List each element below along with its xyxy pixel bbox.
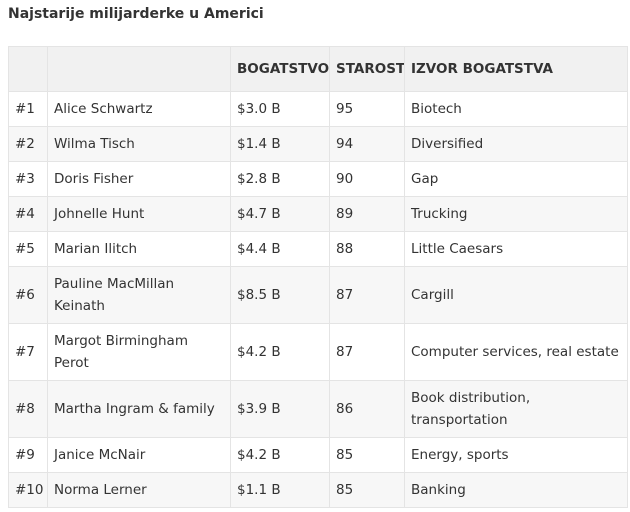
billionaires-table: BOGATSTVO STAROST IZVOR BOGATSTVA #1 Ali… [8,46,628,508]
source-cell: Book distribution, transportation [404,380,628,438]
name-cell: Johnelle Hunt [47,196,231,232]
source-cell: Diversified [404,126,628,162]
header-rank [8,46,48,92]
table-row: #3 Doris Fisher $2.8 B 90 Gap [8,161,628,197]
table-row: #5 Marian Ilitch $4.4 B 88 Little Caesar… [8,231,628,267]
wealth-cell: $4.2 B [230,437,330,473]
age-cell: 90 [329,161,405,197]
table-row: #10 Norma Lerner $1.1 B 85 Banking [8,472,628,508]
table-row: #8 Martha Ingram & family $3.9 B 86 Book… [8,380,628,438]
wealth-cell: $3.0 B [230,91,330,127]
age-cell: 85 [329,472,405,508]
rank-cell: #1 [8,91,48,127]
age-cell: 87 [329,323,405,381]
rank-cell: #4 [8,196,48,232]
wealth-cell: $3.9 B [230,380,330,438]
name-cell: Pauline MacMillan Keinath [47,266,231,324]
table-header-row: BOGATSTVO STAROST IZVOR BOGATSTVA [8,46,628,92]
name-cell: Doris Fisher [47,161,231,197]
table-row: #4 Johnelle Hunt $4.7 B 89 Trucking [8,196,628,232]
rank-cell: #5 [8,231,48,267]
name-cell: Norma Lerner [47,472,231,508]
rank-cell: #2 [8,126,48,162]
rank-cell: #8 [8,380,48,438]
wealth-cell: $1.4 B [230,126,330,162]
table-row: #1 Alice Schwartz $3.0 B 95 Biotech [8,91,628,127]
age-cell: 94 [329,126,405,162]
source-cell: Biotech [404,91,628,127]
age-cell: 95 [329,91,405,127]
age-cell: 89 [329,196,405,232]
table-row: #2 Wilma Tisch $1.4 B 94 Diversified [8,126,628,162]
name-cell: Margot Birmingham Perot [47,323,231,381]
rank-cell: #10 [8,472,48,508]
name-cell: Marian Ilitch [47,231,231,267]
rank-cell: #7 [8,323,48,381]
source-cell: Computer services, real estate [404,323,628,381]
source-cell: Trucking [404,196,628,232]
table-title: Najstarije milijarderke u Americi [8,6,264,22]
name-cell: Martha Ingram & family [47,380,231,438]
wealth-cell: $1.1 B [230,472,330,508]
header-source: IZVOR BOGATSTVA [404,46,628,92]
name-cell: Wilma Tisch [47,126,231,162]
table-row: #7 Margot Birmingham Perot $4.2 B 87 Com… [8,323,628,381]
header-wealth: BOGATSTVO [230,46,330,92]
age-cell: 87 [329,266,405,324]
rank-cell: #3 [8,161,48,197]
header-age: STAROST [329,46,405,92]
source-cell: Energy, sports [404,437,628,473]
wealth-cell: $4.4 B [230,231,330,267]
table-row: #6 Pauline MacMillan Keinath $8.5 B 87 C… [8,266,628,324]
source-cell: Little Caesars [404,231,628,267]
source-cell: Cargill [404,266,628,324]
name-cell: Janice McNair [47,437,231,473]
wealth-cell: $4.7 B [230,196,330,232]
wealth-cell: $2.8 B [230,161,330,197]
age-cell: 88 [329,231,405,267]
source-cell: Gap [404,161,628,197]
rank-cell: #9 [8,437,48,473]
table-row: #9 Janice McNair $4.2 B 85 Energy, sport… [8,437,628,473]
wealth-cell: $4.2 B [230,323,330,381]
name-cell: Alice Schwartz [47,91,231,127]
age-cell: 85 [329,437,405,473]
rank-cell: #6 [8,266,48,324]
header-name [47,46,231,92]
wealth-cell: $8.5 B [230,266,330,324]
age-cell: 86 [329,380,405,438]
source-cell: Banking [404,472,628,508]
